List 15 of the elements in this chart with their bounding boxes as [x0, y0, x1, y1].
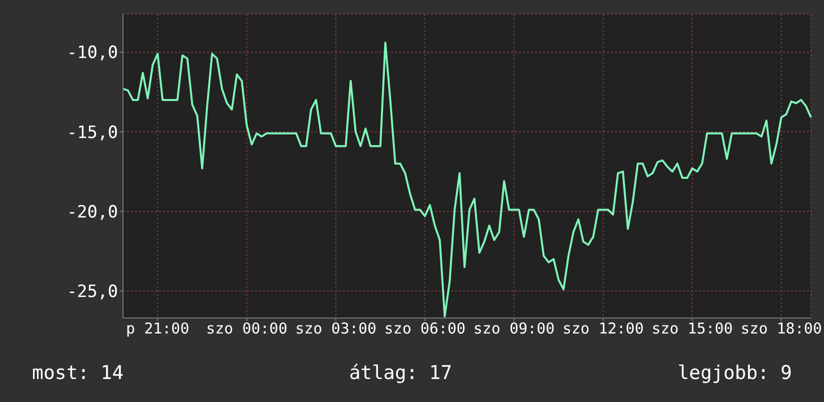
text: legjobb: 9 [678, 362, 792, 384]
y-tick-label: -10,0 [66, 43, 118, 64]
x-tick-label: szo 03:00 [295, 320, 376, 338]
x-tick-label: szo 00:00 [206, 320, 288, 338]
x-tick-label: szo 12:00 [562, 320, 644, 338]
y-tick-label: -25,0 [66, 282, 118, 302]
text: most: 14 [32, 362, 124, 384]
text: átlag: 17 [349, 362, 452, 384]
y-tick-label: -15,0 [66, 122, 118, 143]
x-tick-label: szo 18:00 [740, 320, 822, 338]
x-tick-label: p 21:00 [126, 320, 190, 338]
x-tick-label: szo 15:00 [652, 320, 733, 338]
x-tick-label: szo 06:00 [384, 320, 466, 338]
x-tick-label: szo 09:00 [473, 320, 555, 338]
y-tick-label: -20,0 [66, 202, 118, 222]
